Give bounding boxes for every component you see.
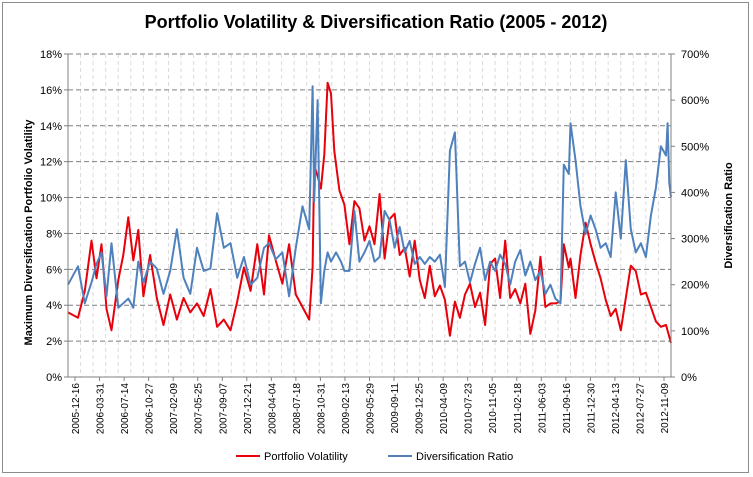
x-tick-label: 2011-02-18: [513, 383, 524, 434]
y-left-tick-label: 18%: [40, 49, 62, 61]
series-lines: [67, 81, 672, 344]
x-tick-label: 2006-03-31: [96, 383, 107, 435]
y-left-tick-label: 2%: [46, 336, 62, 348]
x-tick-label: 2011-06-03: [537, 383, 548, 434]
y-right-tick-label: 500%: [681, 141, 709, 153]
tick-labels: 0% 2% 4% 6% 8% 10% 12% 14% 16% 18% 0% 100% 200% 300% 4…: [40, 49, 709, 434]
x-tick-label: 2008-07-18: [292, 383, 303, 435]
y-right-tick-label: 0%: [681, 372, 697, 384]
y-right-tick-label: 700%: [681, 49, 709, 61]
x-tick-label: 2010-04-09: [439, 383, 450, 435]
x-tick-label: 2011-09-16: [562, 383, 573, 434]
x-tick-label: 2009-09-11: [390, 383, 401, 434]
x-tick-label: 2006-10-27: [145, 383, 156, 435]
gridlines: [68, 53, 671, 377]
axes: [64, 53, 675, 381]
x-tick-label: 2010-11-05: [488, 383, 499, 434]
chart-title: Portfolio Volatility & Diversification R…: [145, 12, 608, 32]
x-tick-label: 2008-04-04: [267, 383, 278, 435]
x-tick-label: 2012-04-13: [611, 383, 622, 435]
x-tick-label: 2012-07-27: [635, 383, 646, 435]
legend-label: Diversification Ratio: [416, 451, 513, 463]
y-left-tick-label: 10%: [40, 193, 62, 205]
x-tick-label: 2007-12-21: [243, 383, 254, 435]
x-tick-label: 2007-09-07: [218, 383, 229, 435]
x-tick-label: 2007-05-25: [194, 383, 205, 435]
y-right-tick-label: 200%: [681, 280, 709, 292]
y-axis-left-label: Maximum Diversification Portfolio Volati…: [23, 119, 35, 346]
x-tick-label: 2010-07-23: [464, 383, 475, 435]
x-tick-label: 2009-12-25: [415, 383, 426, 435]
y-right-tick-label: 400%: [681, 187, 709, 199]
y-axis-right-label: Diversification Ratio: [723, 162, 735, 269]
y-right-tick-label: 300%: [681, 234, 709, 246]
x-tick-label: 2008-10-31: [316, 383, 327, 435]
y-left-tick-label: 12%: [40, 157, 62, 169]
x-tick-label: 2006-07-14: [120, 383, 131, 435]
x-tick-label: 2007-02-09: [169, 383, 180, 435]
x-tick-label: 2012-11-09: [660, 383, 671, 434]
x-tick-label: 2009-05-29: [366, 383, 377, 435]
y-right-tick-label: 100%: [681, 326, 709, 338]
y-left-tick-label: 6%: [46, 264, 62, 276]
y-left-tick-label: 4%: [46, 300, 62, 312]
x-tick-label: 2011-12-30: [586, 383, 597, 434]
y-left-tick-label: 0%: [46, 372, 62, 384]
y-left-tick-label: 16%: [40, 85, 62, 97]
y-left-tick-label: 8%: [46, 228, 62, 240]
y-right-tick-label: 600%: [681, 95, 709, 107]
series-line-diversification-ratio: [67, 85, 672, 309]
x-tick-label: 2005-12-16: [71, 383, 82, 435]
series-line-portfolio-volatility: [67, 81, 672, 344]
x-tick-label: 2009-02-13: [341, 383, 352, 435]
legend-label: Portfolio Volatility: [264, 451, 348, 463]
legend: Portfolio Volatility Diversification Rati…: [236, 451, 513, 463]
y-left-tick-label: 14%: [40, 121, 62, 133]
